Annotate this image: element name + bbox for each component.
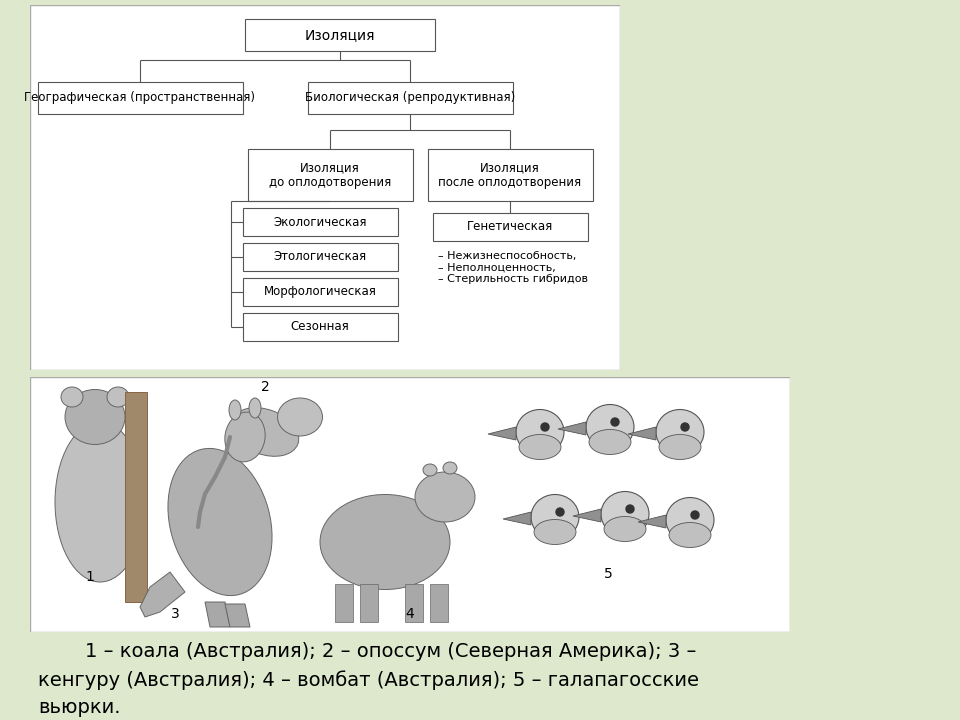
Ellipse shape xyxy=(601,492,649,536)
Ellipse shape xyxy=(516,410,564,454)
FancyBboxPatch shape xyxy=(243,243,397,271)
Ellipse shape xyxy=(669,523,711,547)
Text: Биологическая (репродуктивная): Биологическая (репродуктивная) xyxy=(305,91,516,104)
Text: Генетическая: Генетическая xyxy=(467,220,553,233)
Ellipse shape xyxy=(443,462,457,474)
Polygon shape xyxy=(225,604,250,627)
Ellipse shape xyxy=(691,511,699,519)
Text: Морфологическая: Морфологическая xyxy=(264,286,376,299)
Polygon shape xyxy=(205,602,230,627)
Ellipse shape xyxy=(65,390,125,444)
FancyBboxPatch shape xyxy=(30,377,790,632)
FancyBboxPatch shape xyxy=(307,82,513,114)
Text: кенгуру (Австралия); 4 – вомбат (Австралия); 5 – галапагосские: кенгуру (Австралия); 4 – вомбат (Австрал… xyxy=(38,670,699,690)
FancyBboxPatch shape xyxy=(427,149,592,201)
Ellipse shape xyxy=(626,505,634,513)
Ellipse shape xyxy=(589,430,631,454)
FancyBboxPatch shape xyxy=(125,392,147,602)
Polygon shape xyxy=(335,584,353,622)
Polygon shape xyxy=(360,584,378,622)
Ellipse shape xyxy=(277,398,323,436)
Ellipse shape xyxy=(225,412,265,462)
FancyBboxPatch shape xyxy=(243,208,397,236)
Ellipse shape xyxy=(531,495,579,539)
Text: Экологическая: Экологическая xyxy=(274,215,367,228)
Text: 2: 2 xyxy=(260,380,270,394)
FancyBboxPatch shape xyxy=(248,149,413,201)
FancyBboxPatch shape xyxy=(433,213,588,241)
Text: 3: 3 xyxy=(171,607,180,621)
Ellipse shape xyxy=(681,423,689,431)
Ellipse shape xyxy=(229,400,241,420)
Text: Географическая (пространственная): Географическая (пространственная) xyxy=(25,91,255,104)
Ellipse shape xyxy=(556,508,564,516)
Text: Изоляция
после оплодотворения: Изоляция после оплодотворения xyxy=(439,161,582,189)
Text: 1: 1 xyxy=(85,570,94,584)
Text: вьюрки.: вьюрки. xyxy=(38,698,121,717)
FancyBboxPatch shape xyxy=(243,313,397,341)
Polygon shape xyxy=(628,427,656,440)
Ellipse shape xyxy=(666,498,714,542)
Polygon shape xyxy=(503,512,531,525)
Polygon shape xyxy=(140,572,185,617)
Ellipse shape xyxy=(168,449,272,595)
Polygon shape xyxy=(405,584,423,622)
Ellipse shape xyxy=(107,387,129,407)
Text: 5: 5 xyxy=(604,567,612,581)
Text: Этологическая: Этологическая xyxy=(274,251,367,264)
Ellipse shape xyxy=(604,516,646,541)
Text: 1 – коала (Австралия); 2 – опоссум (Северная Америка); 3 –: 1 – коала (Австралия); 2 – опоссум (Севе… xyxy=(60,642,696,661)
Text: Изоляция: Изоляция xyxy=(304,28,375,42)
Ellipse shape xyxy=(534,520,576,544)
Ellipse shape xyxy=(586,405,634,449)
Ellipse shape xyxy=(55,422,145,582)
Polygon shape xyxy=(430,584,448,622)
Ellipse shape xyxy=(415,472,475,522)
FancyBboxPatch shape xyxy=(30,5,620,370)
Polygon shape xyxy=(558,422,586,435)
Polygon shape xyxy=(573,509,601,522)
Ellipse shape xyxy=(423,464,437,476)
Ellipse shape xyxy=(320,495,450,590)
Polygon shape xyxy=(638,515,666,528)
Ellipse shape xyxy=(249,398,261,418)
Ellipse shape xyxy=(611,418,619,426)
Text: – Нежизнеспособность,
– Неполноценность,
– Стерильность гибридов: – Нежизнеспособность, – Неполноценность,… xyxy=(438,251,588,284)
Ellipse shape xyxy=(656,410,704,454)
Text: Сезонная: Сезонная xyxy=(291,320,349,333)
FancyBboxPatch shape xyxy=(37,82,243,114)
Polygon shape xyxy=(488,427,516,440)
Text: 4: 4 xyxy=(406,607,415,621)
Ellipse shape xyxy=(659,434,701,459)
FancyBboxPatch shape xyxy=(243,278,397,306)
Ellipse shape xyxy=(231,408,299,456)
Ellipse shape xyxy=(519,434,561,459)
FancyBboxPatch shape xyxy=(245,19,435,51)
Text: Изоляция
до оплодотворения: Изоляция до оплодотворения xyxy=(269,161,391,189)
Ellipse shape xyxy=(61,387,83,407)
Ellipse shape xyxy=(541,423,549,431)
